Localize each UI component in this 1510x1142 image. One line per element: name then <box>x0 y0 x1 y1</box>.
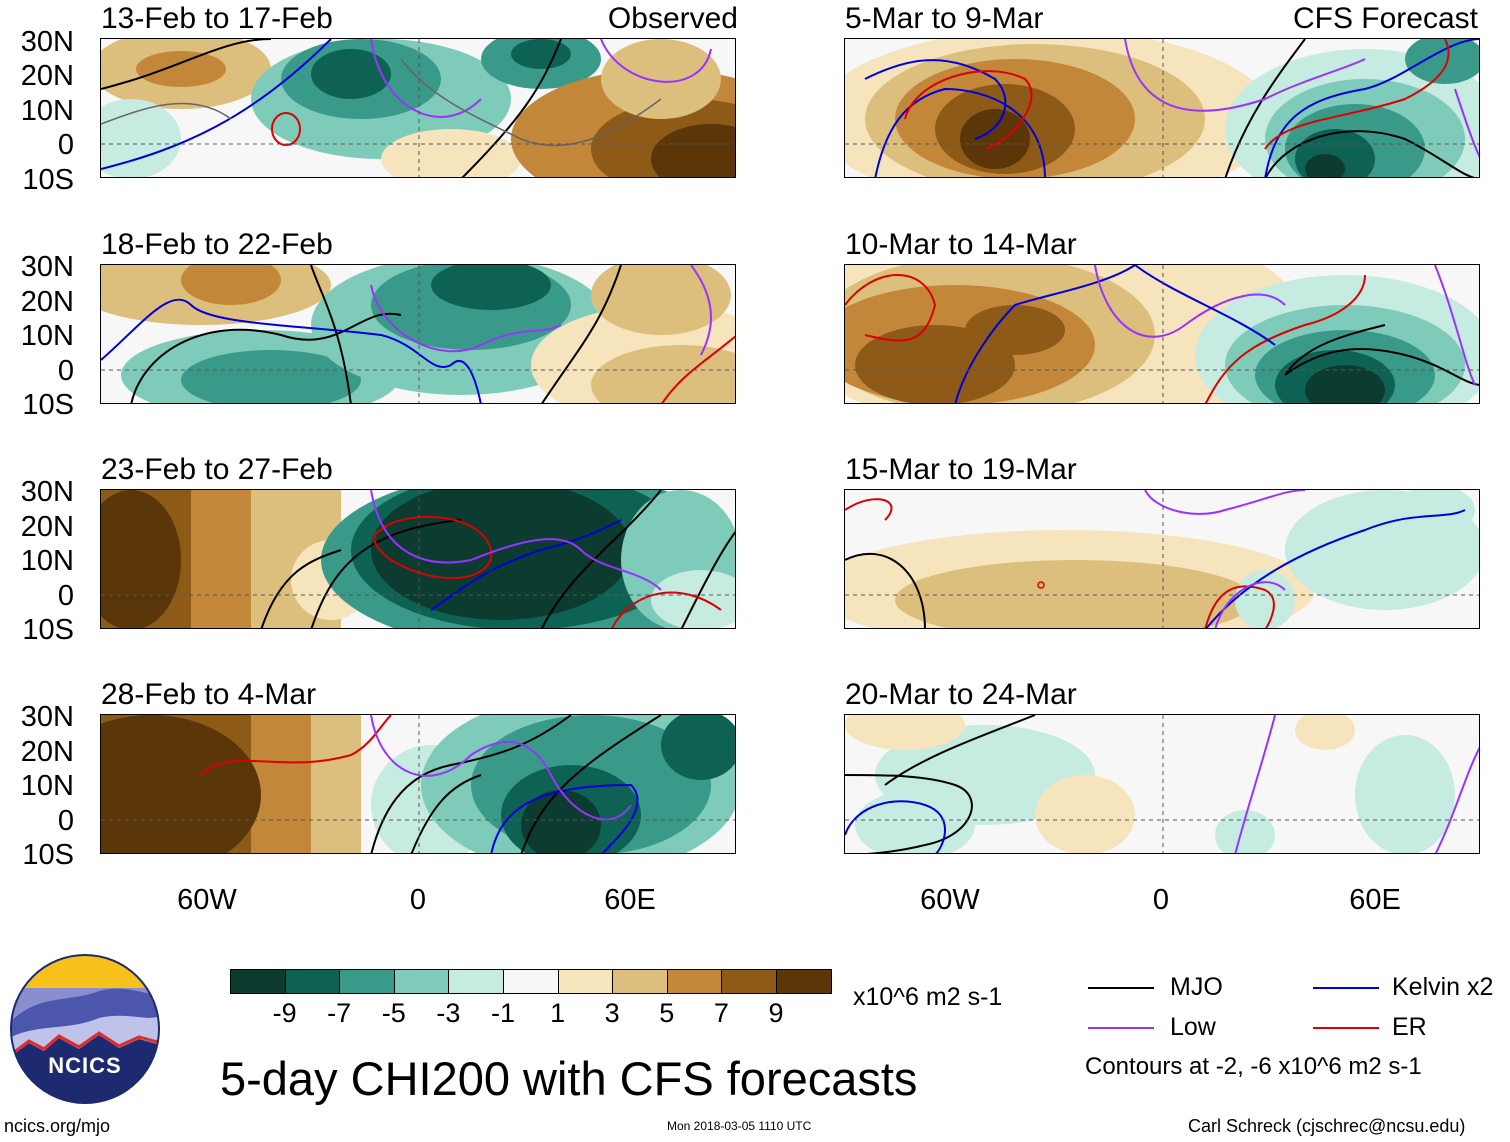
colorbar-box <box>612 969 668 994</box>
legend-swatch-er <box>1313 1027 1379 1029</box>
colorbar-box <box>666 969 723 994</box>
lon-label: 60W <box>920 884 980 916</box>
map-panel-5 <box>844 38 1480 178</box>
lat-label: 0 <box>57 580 74 612</box>
lat-label: 0 <box>57 355 74 387</box>
main-title: 5-day CHI200 with CFS forecasts <box>220 1052 918 1105</box>
lat-label: 10S <box>22 839 74 871</box>
panel-title: 20-Mar to 24-Mar <box>845 678 1077 711</box>
panel-title: 5-Mar to 9-Mar <box>845 2 1044 35</box>
map-panel-7 <box>844 489 1480 629</box>
lat-label: 10N <box>20 320 74 352</box>
panel-title: 23-Feb to 27-Feb <box>101 453 333 486</box>
colorbar-label: -1 <box>490 998 516 1028</box>
ncics-logo: NCICS <box>9 953 161 1105</box>
panel-title: 15-Mar to 19-Mar <box>845 453 1077 486</box>
map-panel-6 <box>844 264 1480 404</box>
panel-title: 28-Feb to 4-Mar <box>101 678 317 711</box>
lat-label: 20N <box>20 736 74 768</box>
lat-label: 0 <box>57 805 74 837</box>
colorbar-units: x10^6 m2 s-1 <box>853 983 1003 1011</box>
lat-label: 10S <box>22 164 74 196</box>
lat-label: 20N <box>20 286 74 318</box>
legend-swatch-low <box>1088 1027 1154 1029</box>
logo-text: NCICS <box>48 1053 122 1078</box>
colorbar-box <box>776 969 832 994</box>
footer-author: Carl Schreck (cjschrec@ncsu.edu) <box>1188 1116 1466 1136</box>
lat-label: 20N <box>20 511 74 543</box>
colorbar-box <box>721 969 777 994</box>
panel-title: 18-Feb to 22-Feb <box>101 228 333 261</box>
colorbar-label: 7 <box>713 998 729 1028</box>
colorbar-label: 9 <box>768 998 784 1028</box>
lat-label: 30N <box>20 26 74 58</box>
colorbar-box <box>284 969 341 994</box>
lon-label: 60E <box>1349 884 1401 916</box>
colorbar-label: -9 <box>272 998 297 1028</box>
lat-label: 30N <box>20 476 74 508</box>
legend-label-er: ER <box>1392 1013 1427 1041</box>
legend-label-kelvin: Kelvin x2 <box>1392 973 1494 1001</box>
colorbar-box <box>393 969 450 994</box>
legend-note: Contours at -2, -6 x10^6 m2 s-1 <box>1085 1053 1422 1080</box>
colorbar-box <box>557 969 614 994</box>
colorbar-label: 5 <box>659 998 675 1028</box>
colorbar-label: -7 <box>327 998 352 1028</box>
lon-label: 60W <box>177 884 237 916</box>
panel-tag-observed: Observed <box>607 2 738 35</box>
legend-swatch-kelvin <box>1313 987 1379 989</box>
lat-label: 10S <box>22 614 74 646</box>
lat-label: 30N <box>20 701 74 733</box>
lon-label: 60E <box>604 884 656 916</box>
colorbar-box <box>339 969 395 994</box>
lat-label: 10N <box>20 770 74 802</box>
map-panel-8 <box>844 714 1480 854</box>
panel-title: 13-Feb to 17-Feb <box>101 2 333 35</box>
panel-title: 10-Mar to 14-Mar <box>845 228 1077 261</box>
colorbar-box <box>448 969 504 994</box>
map-panel-4 <box>100 714 736 854</box>
lat-label: 20N <box>20 60 74 92</box>
colorbar-label: 1 <box>550 998 566 1028</box>
map-panel-3 <box>100 489 736 629</box>
lon-label: 0 <box>409 884 427 916</box>
map-panel-2 <box>100 264 736 404</box>
panel-tag-cfs: CFS Forecast <box>1292 2 1478 35</box>
colorbar-box <box>230 969 286 994</box>
lat-label: 10N <box>20 95 74 127</box>
legend-label-low: Low <box>1170 1013 1216 1041</box>
lon-label: 0 <box>1152 884 1170 916</box>
lat-label: 30N <box>20 251 74 283</box>
legend-swatch-mjo <box>1088 987 1154 989</box>
lat-label: 10N <box>20 545 74 577</box>
colorbar-label: -5 <box>381 998 406 1028</box>
colorbar-label: -3 <box>436 998 461 1028</box>
legend-label-mjo: MJO <box>1170 973 1223 1001</box>
lat-label: 0 <box>57 129 74 161</box>
lat-label: 10S <box>22 389 74 421</box>
footer-url: ncics.org/mjo <box>4 1116 111 1136</box>
colorbar-label: 3 <box>604 998 620 1028</box>
footer-timestamp: Mon 2018-03-05 1110 UTC <box>667 1119 812 1133</box>
colorbar-box <box>503 969 559 994</box>
map-panel-1 <box>100 38 736 178</box>
